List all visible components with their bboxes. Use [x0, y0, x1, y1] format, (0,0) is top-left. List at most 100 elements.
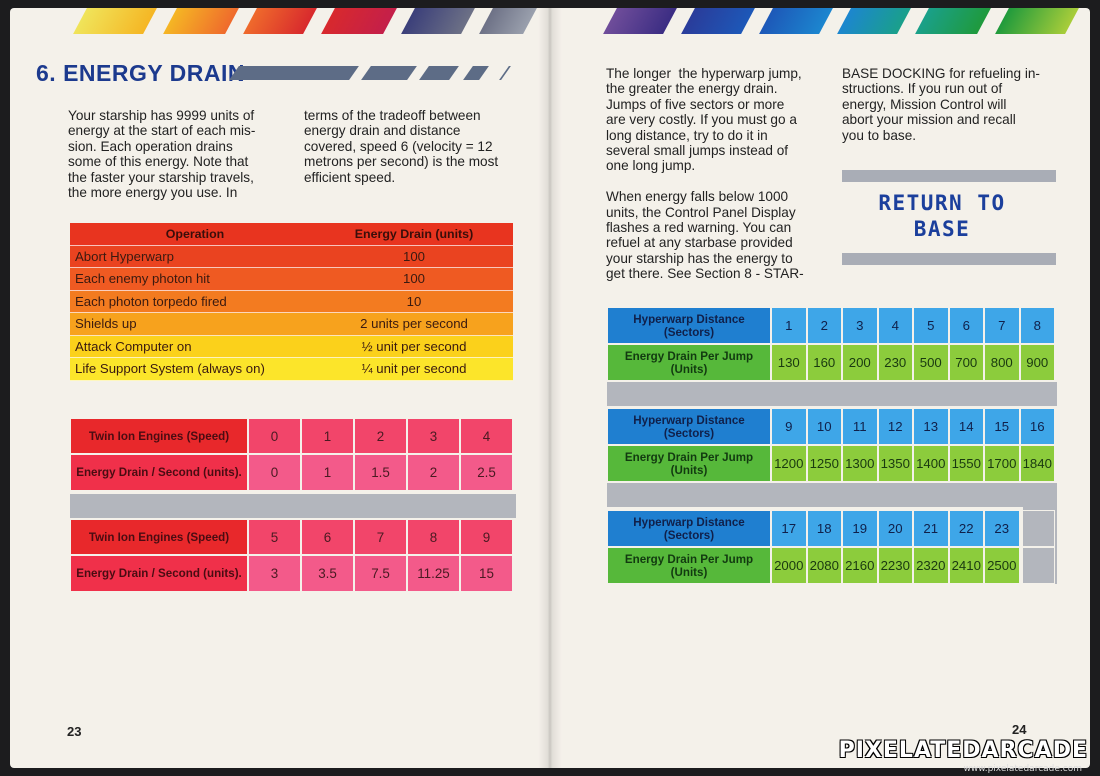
hyperwarp-drain-value: 2320 — [913, 547, 949, 584]
hyperwarp-gap-tail — [1023, 506, 1057, 584]
hyperwarp-drain-value: 1350 — [877, 445, 913, 482]
header-stripe-2 — [163, 8, 239, 34]
hyperwarp-drain-label: Energy Drain Per Jump (Units) — [607, 344, 771, 381]
engine-drain-label: Energy Drain / Second (units). — [70, 454, 248, 491]
hyperwarp-empty-cell — [1019, 547, 1055, 584]
operation-drain: ½ unit per second — [315, 335, 513, 358]
hyperwarp-distance-value: 3 — [842, 307, 878, 344]
engine-speed-value: 1 — [301, 418, 354, 454]
operation-drain: 100 — [315, 268, 513, 291]
engine-speed-value: 7 — [354, 519, 407, 555]
hyperwarp-distance-value: 10 — [806, 408, 842, 445]
engine-drain-value: 3 — [248, 555, 301, 592]
hyperwarp-distance-value: 2 — [806, 307, 842, 344]
watermark-url: www.pixelatedarcade.com — [963, 764, 1082, 774]
hyperwarp-text-col1: The longer the hyperwarp jump, the great… — [606, 66, 804, 282]
hyperwarp-table-17-23: Hyperwarp Distance (Sectors) 17 18 19 20 21 22… — [607, 510, 1055, 584]
hyperwarp-distance-row: Hyperwarp Distance (Sectors) 1 2 3 4 5 6 7 8 — [607, 307, 1055, 344]
page-number-left: 23 — [67, 724, 82, 739]
page-number-right: 24 — [1012, 722, 1027, 737]
hyperwarp-distance-value: 17 — [771, 510, 807, 547]
engine-drain-value: 0 — [248, 454, 301, 491]
hyperwarp-distance-value: 8 — [1019, 307, 1055, 344]
operation-row: Abort Hyperwarp 100 — [70, 245, 513, 268]
operation-name: Abort Hyperwarp — [70, 245, 315, 268]
hyperwarp-drain-value: 2000 — [771, 547, 807, 584]
header-stripe-11 — [915, 8, 991, 34]
engine-drain-row: Energy Drain / Second (units). 0 1 1.5 2 2.5 — [70, 454, 513, 491]
engine-drain-value: 1.5 — [354, 454, 407, 491]
engine-drain-value: 15 — [460, 555, 513, 592]
header-stripe-7 — [603, 8, 677, 34]
hyperwarp-distance-value: 12 — [877, 408, 913, 445]
operation-name: Attack Computer on — [70, 335, 315, 358]
hyperwarp-drain-label: Energy Drain Per Jump (Units) — [607, 547, 771, 584]
return-bar-bottom — [842, 253, 1056, 265]
engine-drain-label: Energy Drain / Second (units). — [70, 555, 248, 592]
operation-row: Each photon torpedo fired 10 — [70, 290, 513, 313]
hyperwarp-gap-2 — [607, 483, 1057, 507]
hyperwarp-distance-value: 7 — [984, 307, 1020, 344]
header-stripe-9 — [759, 8, 833, 34]
engine-drain-value: 11.25 — [407, 555, 460, 592]
hyperwarp-distance-label: Hyperwarp Distance (Sectors) — [607, 510, 771, 547]
hyperwarp-distance-value: 15 — [984, 408, 1020, 445]
operation-row: Attack Computer on ½ unit per second — [70, 335, 513, 358]
engine-drain-value: 1 — [301, 454, 354, 491]
hyperwarp-distance-value: 1 — [771, 307, 807, 344]
hyperwarp-distance-row: Hyperwarp Distance (Sectors) 17 18 19 20 21 22… — [607, 510, 1055, 547]
operation-drain: ¼ unit per second — [315, 358, 513, 381]
hyperwarp-drain-value: 800 — [984, 344, 1020, 381]
hyperwarp-drain-row: Energy Drain Per Jump (Units) 130 160 200 23… — [607, 344, 1055, 381]
operation-table-header: Operation Energy Drain (units) — [70, 223, 513, 246]
operation-name: Shields up — [70, 313, 315, 336]
hyperwarp-distance-value: 20 — [877, 510, 913, 547]
header-stripe-8 — [681, 8, 755, 34]
operation-name: Each photon torpedo fired — [70, 290, 315, 313]
hyperwarp-drain-value: 900 — [1019, 344, 1055, 381]
engine-speed-value: 0 — [248, 418, 301, 454]
operation-header: Operation — [70, 223, 315, 246]
hyperwarp-gap-1 — [607, 382, 1057, 406]
operation-drain: 10 — [315, 290, 513, 313]
operation-row: Shields up 2 units per second — [70, 313, 513, 336]
hyperwarp-drain-value: 1400 — [913, 445, 949, 482]
return-bar-top — [842, 170, 1056, 182]
operation-table: Operation Energy Drain (units) Abort Hyp… — [70, 223, 513, 381]
hyperwarp-table-9-16: Hyperwarp Distance (Sectors) 9 10 11 12 13 14 1… — [607, 408, 1055, 482]
hyperwarp-drain-value: 1300 — [842, 445, 878, 482]
header-stripe-12 — [995, 8, 1079, 34]
hyperwarp-drain-value: 2160 — [842, 547, 878, 584]
engine-drain-value: 3.5 — [301, 555, 354, 592]
energy-drain-header: Energy Drain (units) — [315, 223, 513, 246]
return-to-base-title: RETURN TO BASE — [862, 190, 1022, 242]
engine-speed-value: 5 — [248, 519, 301, 555]
hyperwarp-distance-value: 19 — [842, 510, 878, 547]
engine-drain-value: 2.5 — [460, 454, 513, 491]
heading-slash-3 — [419, 66, 459, 80]
hyperwarp-distance-value: 9 — [771, 408, 807, 445]
hyperwarp-distance-value: 5 — [913, 307, 949, 344]
return-to-base-line1: RETURN TO — [878, 191, 1006, 215]
hyperwarp-distance-label: Hyperwarp Distance (Sectors) — [607, 408, 771, 445]
intro-text-col1: Your starship has 9999 units of energy a… — [68, 108, 256, 201]
hyperwarp-text-col2: BASE DOCKING for refueling in- struction… — [842, 66, 1040, 143]
engine-speed-row: Twin Ion Engines (Speed) 5 6 7 8 9 — [70, 519, 513, 555]
hyperwarp-distance-value: 22 — [948, 510, 984, 547]
engine-speed-label: Twin Ion Engines (Speed) — [70, 519, 248, 555]
hyperwarp-distance-label: Hyperwarp Distance (Sectors) — [607, 307, 771, 344]
hyperwarp-distance-value: 23 — [984, 510, 1020, 547]
engine-speed-label: Twin Ion Engines (Speed) — [70, 418, 248, 454]
book-spine — [538, 8, 562, 768]
hyperwarp-drain-label: Energy Drain Per Jump (Units) — [607, 445, 771, 482]
engine-speed-value: 9 — [460, 519, 513, 555]
hyperwarp-drain-value: 200 — [842, 344, 878, 381]
hyperwarp-distance-value: 16 — [1019, 408, 1055, 445]
hyperwarp-drain-value: 700 — [948, 344, 984, 381]
header-stripe-6 — [479, 8, 537, 34]
operation-row: Each enemy photon hit 100 — [70, 268, 513, 291]
hyperwarp-distance-value: 21 — [913, 510, 949, 547]
hyperwarp-drain-value: 2080 — [806, 547, 842, 584]
left-page: 6. ENERGY DRAIN Your starship has 9999 u… — [10, 8, 550, 768]
engine-drain-value: 2 — [407, 454, 460, 491]
